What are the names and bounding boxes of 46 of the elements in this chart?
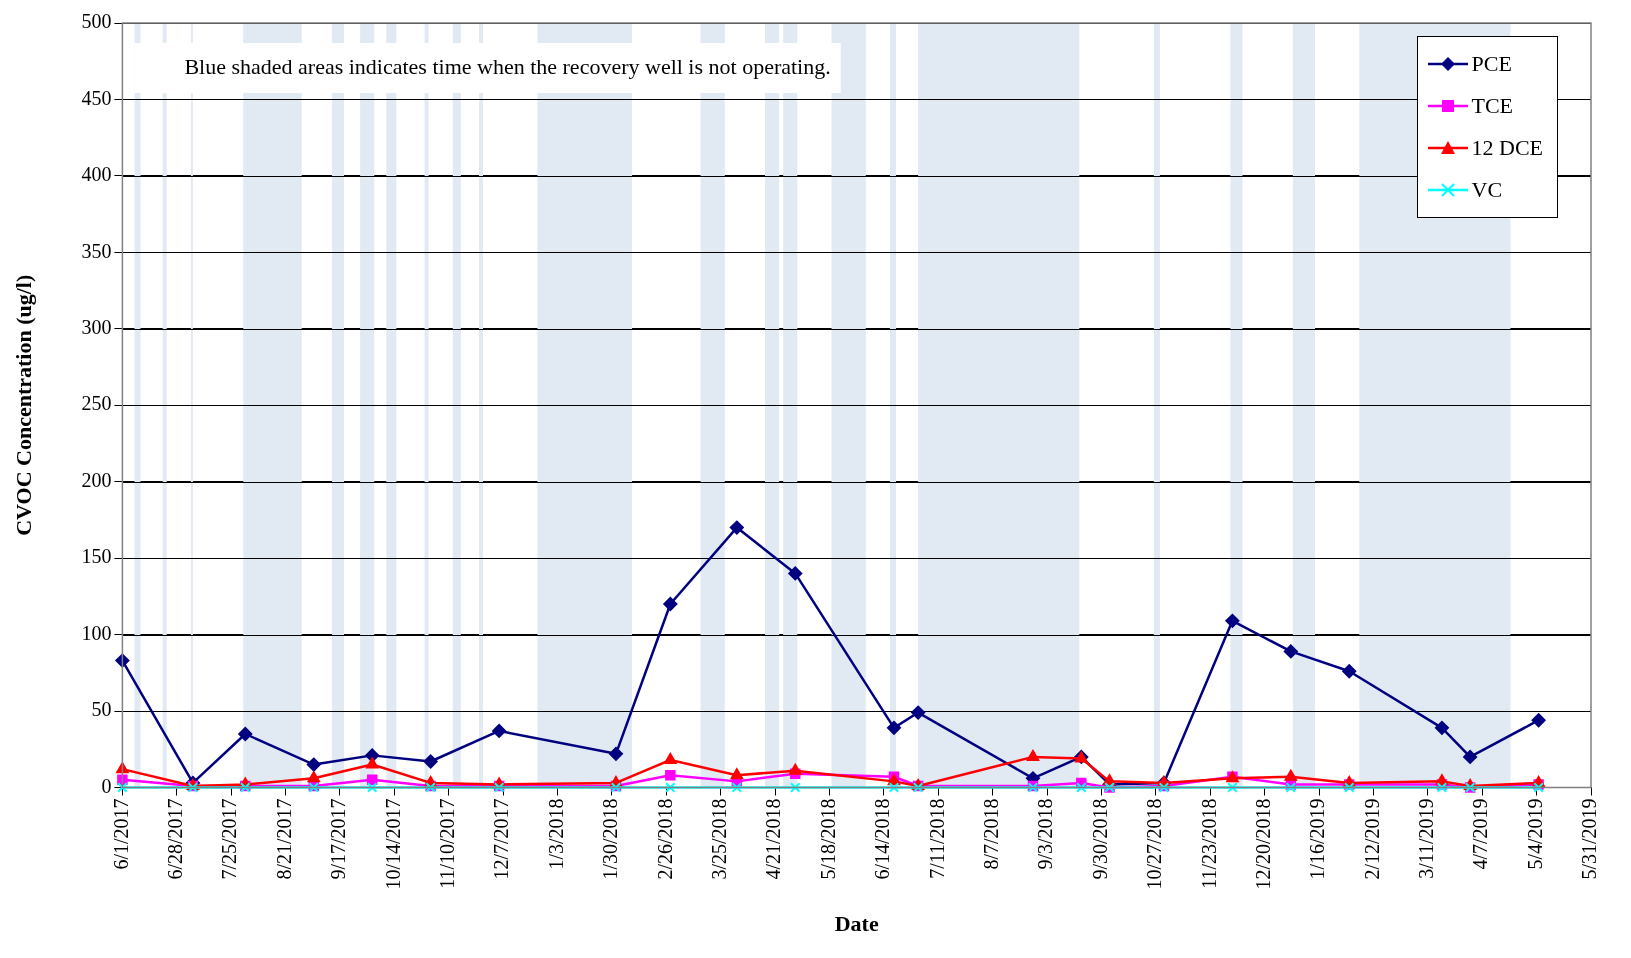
x-tick-label: 10/27/2018 [1143, 798, 1166, 890]
x-tick-label: 6/28/2017 [164, 798, 187, 880]
legend-label: 12 DCE [1471, 135, 1543, 161]
x-tick-label: 12/7/2017 [490, 798, 513, 880]
y-tick-label: 0 [101, 774, 112, 797]
x-tick-label: 1/16/2019 [1306, 798, 1329, 880]
x-tick-label: 4/21/2018 [762, 798, 785, 880]
x-tick-label: 8/7/2018 [979, 798, 1002, 870]
x-tick-label: 9/3/2018 [1034, 798, 1057, 870]
x-tick-label: 7/11/2018 [925, 798, 948, 879]
x-tick-label: 3/25/2018 [707, 798, 730, 880]
y-tick-label: 500 [81, 10, 112, 33]
x-tick-label: 9/30/2018 [1088, 798, 1111, 880]
x-axis-title: Date [834, 911, 879, 937]
x-tick-label: 11/10/2017 [436, 798, 459, 889]
x-tick-label: 12/20/2018 [1251, 798, 1274, 890]
x-tick-label: 1/3/2018 [544, 798, 567, 870]
x-tick-label: 5/4/2019 [1523, 798, 1546, 870]
x-tick-label: 2/26/2018 [653, 798, 676, 880]
y-tick-label: 300 [81, 316, 112, 339]
y-tick-label: 350 [81, 239, 112, 262]
y-tick-label: 250 [81, 392, 112, 415]
x-tick-label: 7/25/2017 [218, 798, 241, 880]
x-tick-label: 8/21/2017 [272, 798, 295, 880]
x-tick-label: 6/1/2017 [109, 798, 132, 870]
y-tick-label: 50 [91, 698, 112, 721]
legend-label: PCE [1471, 51, 1512, 77]
x-tick-label: 4/7/2019 [1469, 798, 1492, 870]
x-tick-label: 3/11/2019 [1415, 798, 1438, 879]
x-tick-label: 1/30/2018 [599, 798, 622, 880]
x-tick-label: 5/31/2019 [1578, 798, 1601, 880]
x-tick-label: 5/18/2018 [816, 798, 839, 880]
x-tick-label: 9/17/2017 [327, 798, 350, 880]
y-axis-title: CVOC Concentration (ug/l) [10, 274, 36, 536]
x-tick-label: 11/23/2018 [1197, 798, 1220, 889]
y-tick-label: 150 [81, 545, 112, 568]
y-tick-label: 100 [81, 621, 112, 644]
y-tick-label: 200 [81, 468, 112, 491]
legend-label: VC [1471, 177, 1503, 203]
x-tick-label: 10/14/2017 [381, 798, 404, 890]
y-tick-label: 450 [81, 86, 112, 109]
x-tick-label: 2/12/2019 [1360, 798, 1383, 880]
legend-label: TCE [1471, 93, 1514, 119]
annotation: Blue shaded areas indicates time when the recovery well is not operating. [184, 53, 831, 79]
x-tick-label: 6/14/2018 [871, 798, 894, 880]
y-tick-label: 400 [81, 163, 112, 186]
